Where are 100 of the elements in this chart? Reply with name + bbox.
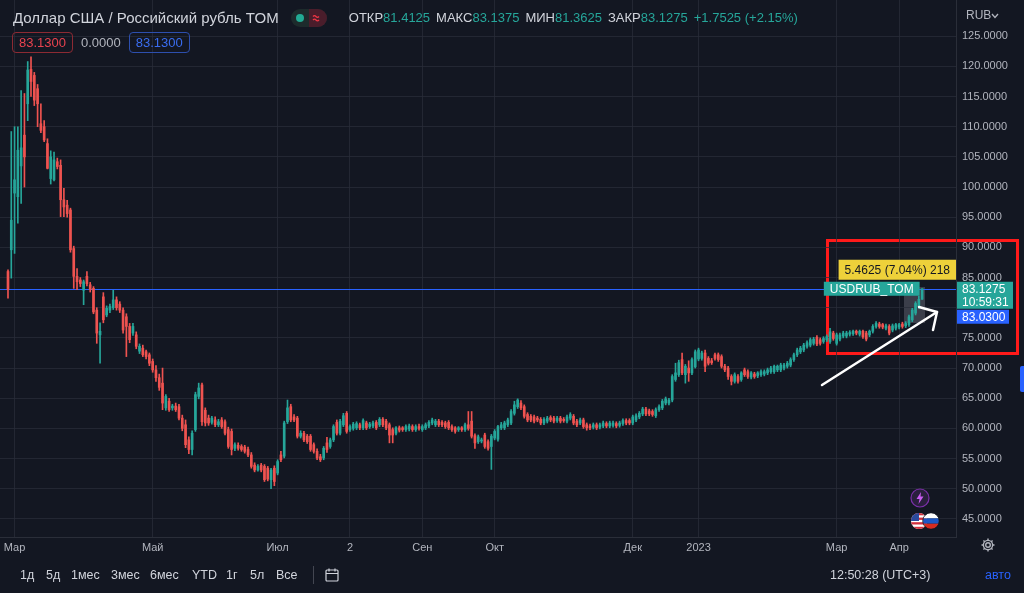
y-axis-title: RUB bbox=[966, 8, 992, 22]
x-tick-label: Апр bbox=[889, 540, 909, 553]
y-tick-label: 45.0000 bbox=[962, 511, 1002, 524]
text: 5л bbox=[250, 568, 265, 583]
candlestick bbox=[263, 464, 266, 482]
candlestick bbox=[753, 371, 756, 379]
text: авто bbox=[985, 568, 1011, 583]
text: 6мес bbox=[150, 568, 179, 583]
annotation: +1.7525 (+2.15%) bbox=[693, 10, 798, 25]
y-tick-label: 65.0000 bbox=[962, 391, 1002, 404]
text: Все bbox=[276, 568, 298, 583]
y-tick-label: 115.0000 bbox=[962, 89, 1008, 102]
candlestick bbox=[822, 336, 825, 344]
y-tick-label: 100.0000 bbox=[962, 180, 1008, 193]
text: 1г bbox=[226, 568, 238, 583]
candlestick bbox=[240, 444, 243, 452]
text: 5д bbox=[46, 568, 61, 583]
y-tick-label: 70.0000 bbox=[962, 361, 1002, 374]
candlestick bbox=[832, 330, 835, 341]
candlestick bbox=[776, 364, 779, 373]
y-tick-label: 85.0000 bbox=[962, 270, 1002, 283]
x-tick-label: Май bbox=[141, 540, 164, 553]
annotation: 0.0000 bbox=[80, 34, 122, 52]
candlestick bbox=[434, 419, 437, 427]
x-tick-label: 2023 bbox=[686, 540, 711, 553]
y-tick-label: 105.0000 bbox=[962, 149, 1008, 162]
candlestick bbox=[102, 292, 105, 324]
text: 3мес bbox=[111, 568, 140, 583]
candlestick bbox=[378, 417, 381, 427]
candlestick bbox=[322, 446, 325, 461]
candlestick bbox=[217, 419, 220, 427]
text: 1мес bbox=[71, 568, 100, 583]
candlestick bbox=[23, 93, 26, 188]
candlestick bbox=[46, 138, 49, 170]
candlestick bbox=[411, 424, 414, 432]
text: 12:50:28 (UTC+3) bbox=[830, 568, 931, 583]
annotation: 83.1300 bbox=[12, 32, 73, 53]
candlestick bbox=[125, 313, 128, 357]
candlestick bbox=[638, 411, 641, 420]
candlestick bbox=[707, 356, 710, 366]
candlestick bbox=[105, 305, 108, 318]
annotation: USDRUB_TOM bbox=[829, 281, 914, 296]
x-tick-label: Июл bbox=[266, 540, 289, 553]
candlestick bbox=[809, 337, 812, 348]
candlestick bbox=[845, 330, 848, 339]
annotation: 83.1300 bbox=[128, 32, 190, 53]
y-tick-label: 95.0000 bbox=[962, 210, 1002, 223]
candlestick bbox=[549, 415, 552, 423]
y-tick-label: 60.0000 bbox=[962, 421, 1002, 434]
candlestick bbox=[605, 421, 608, 429]
ref-line-label: 83.0300 bbox=[962, 309, 1006, 324]
y-tick-label: 110.0000 bbox=[962, 119, 1008, 132]
candlestick bbox=[641, 406, 644, 417]
text: 83.1275 bbox=[962, 281, 1006, 296]
candlestick bbox=[161, 367, 164, 411]
candlestick bbox=[355, 421, 358, 430]
y-tick-label: 90.0000 bbox=[962, 240, 1002, 253]
candlestick bbox=[559, 416, 562, 424]
candlestick bbox=[115, 296, 118, 311]
candlestick bbox=[661, 399, 664, 411]
candlestick bbox=[789, 357, 792, 368]
candlestick bbox=[388, 422, 391, 444]
candlestick bbox=[401, 426, 404, 432]
y-tick-label: 75.0000 bbox=[962, 330, 1002, 343]
candlestick bbox=[82, 279, 85, 306]
candlestick bbox=[365, 420, 368, 430]
text: 1д bbox=[20, 568, 35, 583]
candlestick bbox=[891, 323, 894, 333]
annotation: МАКС83.1375 bbox=[436, 10, 520, 25]
candlestick bbox=[230, 428, 233, 456]
candlestick bbox=[881, 323, 884, 330]
candlestick bbox=[207, 414, 210, 426]
annotation: МИН81.3625 bbox=[525, 10, 602, 25]
candlestick bbox=[684, 364, 687, 384]
candlestick bbox=[444, 420, 447, 429]
candlestick bbox=[766, 367, 769, 376]
candlestick bbox=[273, 465, 276, 487]
y-tick-label: 125.0000 bbox=[962, 29, 1008, 42]
candlestick bbox=[138, 343, 141, 354]
candlestick bbox=[878, 321, 881, 329]
candlestick bbox=[447, 420, 450, 430]
candlestick bbox=[858, 329, 861, 337]
candlestick bbox=[572, 414, 575, 426]
x-tick-label: 2 bbox=[346, 540, 354, 553]
x-tick-label: Мар bbox=[3, 540, 26, 553]
candlestick bbox=[457, 426, 460, 432]
candlestick bbox=[618, 420, 621, 428]
candlestick bbox=[720, 354, 723, 369]
candlestick bbox=[687, 360, 690, 382]
x-tick-label: Окт bbox=[485, 540, 504, 553]
x-tick-label: Мар bbox=[825, 540, 848, 553]
y-tick-label: 50.0000 bbox=[962, 481, 1002, 494]
text: YTD bbox=[192, 568, 217, 583]
candlestick bbox=[799, 346, 802, 354]
candlestick bbox=[59, 159, 62, 217]
candlestick bbox=[309, 434, 312, 452]
candlestick bbox=[582, 417, 585, 429]
candlestick bbox=[812, 336, 815, 346]
x-tick-label: Дек bbox=[623, 540, 643, 553]
text: 10:59:31 bbox=[962, 294, 1010, 309]
